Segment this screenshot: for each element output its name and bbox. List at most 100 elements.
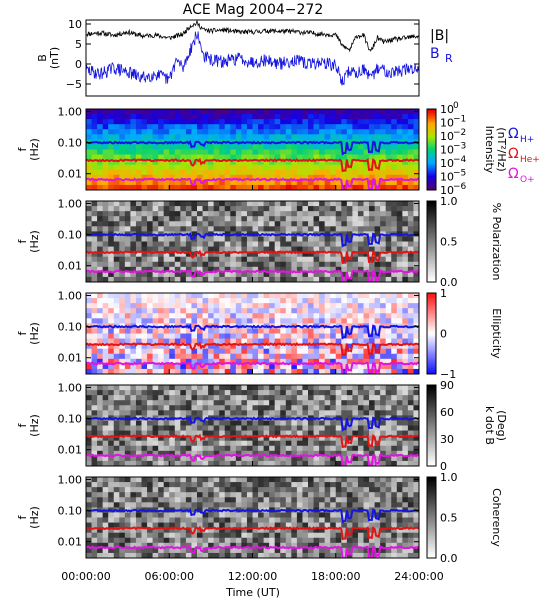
heatmap-cell [335, 497, 342, 503]
heatmap-cell [274, 343, 281, 350]
heatmap-cell [285, 211, 292, 217]
heatmap-cell [213, 241, 220, 247]
heatmap-cell [324, 251, 331, 258]
heatmap-cell [335, 119, 342, 125]
heatmap-cell [341, 164, 348, 171]
heatmap-cell [374, 231, 381, 237]
heatmap-cell [291, 552, 298, 559]
heatmap-cell [86, 318, 92, 324]
heatmap-cell [235, 390, 242, 396]
heatmap-cell [269, 450, 276, 457]
heatmap-cell [91, 450, 98, 457]
heatmap-cell [224, 216, 231, 222]
heatmap-cell [163, 134, 170, 140]
heatmap-cell [285, 430, 292, 437]
heatmap-cell [402, 119, 409, 125]
heatmap-cell [335, 221, 342, 227]
heatmap-cell [147, 256, 153, 263]
heatmap-cell [197, 276, 203, 283]
heatmap-cell [313, 129, 320, 135]
heatmap-cell [113, 144, 120, 150]
heatmap-cell [291, 134, 298, 140]
heatmap-cell [396, 129, 403, 135]
heatmap-cell [330, 236, 337, 242]
heatmap-cell [363, 216, 370, 222]
heatmap-cell [185, 226, 192, 232]
heatmap-cell [202, 144, 209, 150]
heatmap-cell [285, 164, 292, 171]
heatmap-cell [235, 333, 242, 339]
heatmap-cell [363, 293, 370, 299]
heatmap-cell [363, 425, 370, 431]
heatmap-cell [274, 363, 281, 370]
colorbar-swatch [427, 419, 436, 422]
heatmap-cell [330, 261, 337, 268]
heatmap-cell [246, 482, 253, 488]
heatmap-cell [330, 477, 337, 483]
heatmap-cell [86, 353, 92, 360]
heatmap-cell [319, 547, 326, 554]
heatmap-cell [241, 532, 248, 539]
heatmap-cell [302, 184, 309, 191]
heatmap-cell [246, 159, 253, 166]
heatmap-cell [197, 144, 203, 150]
heatmap-cell [335, 460, 342, 467]
heatmap-cell [135, 216, 142, 222]
heatmap-cell [330, 425, 337, 431]
heatmap-cell [280, 445, 287, 452]
heatmap-cell [174, 109, 181, 115]
heatmap-cell [213, 216, 220, 222]
heatmap-cell [319, 455, 326, 462]
heatmap-cell [147, 487, 153, 493]
heatmap-cell [119, 358, 126, 365]
heatmap-cell [213, 318, 220, 324]
heatmap-cell [135, 129, 142, 135]
heatmap-cell [169, 395, 176, 401]
heatmap-cell [86, 174, 92, 181]
heatmap-cell [102, 532, 109, 539]
heatmap-cell [147, 124, 153, 130]
heatmap-cell [124, 303, 131, 309]
heatmap-cell [296, 405, 303, 411]
heatmap-cell [341, 216, 348, 222]
colorbar-units-text: (nT²/Hz) [495, 127, 508, 171]
heatmap-cell [274, 420, 281, 426]
heatmap-cell [224, 159, 231, 166]
heatmap-cell [108, 445, 115, 452]
heatmap-cell [174, 358, 181, 365]
heatmap-cell [224, 410, 231, 416]
heatmap-cell [296, 395, 303, 401]
heatmap-cell [407, 241, 414, 247]
colorbar-swatch [427, 315, 436, 318]
heatmap-cell [341, 134, 348, 140]
heatmap-cell [97, 497, 104, 503]
heatmap-cell [152, 221, 159, 227]
heatmap-cell [152, 343, 159, 350]
heatmap-cell [263, 201, 270, 207]
heatmap-cell [413, 159, 420, 166]
heatmap-cell [252, 276, 259, 283]
heatmap-cell [224, 517, 231, 523]
heatmap-cell [130, 144, 137, 150]
heatmap-cell [246, 109, 253, 115]
heatmap-cell [208, 385, 215, 391]
heatmap-cell [274, 405, 281, 411]
heatmap-cell [335, 261, 342, 268]
heatmap-cell [346, 537, 353, 544]
heatmap-cell [147, 114, 153, 120]
heatmap-cell [197, 221, 203, 227]
heatmap-cell [241, 338, 248, 345]
heatmap-cell [246, 149, 253, 155]
heatmap-cell [108, 430, 115, 437]
heatmap-cell [230, 542, 237, 549]
heatmap-cell [330, 338, 337, 345]
heatmap-cell [302, 487, 309, 493]
heatmap-cell [380, 154, 387, 161]
heatmap-cell [180, 226, 187, 232]
heatmap-cell [263, 368, 270, 375]
heatmap-cell [180, 517, 187, 523]
heatmap-cell [191, 114, 198, 120]
heatmap-cell [152, 385, 159, 391]
heatmap-cell [152, 358, 159, 365]
heatmap-cell [147, 512, 153, 518]
